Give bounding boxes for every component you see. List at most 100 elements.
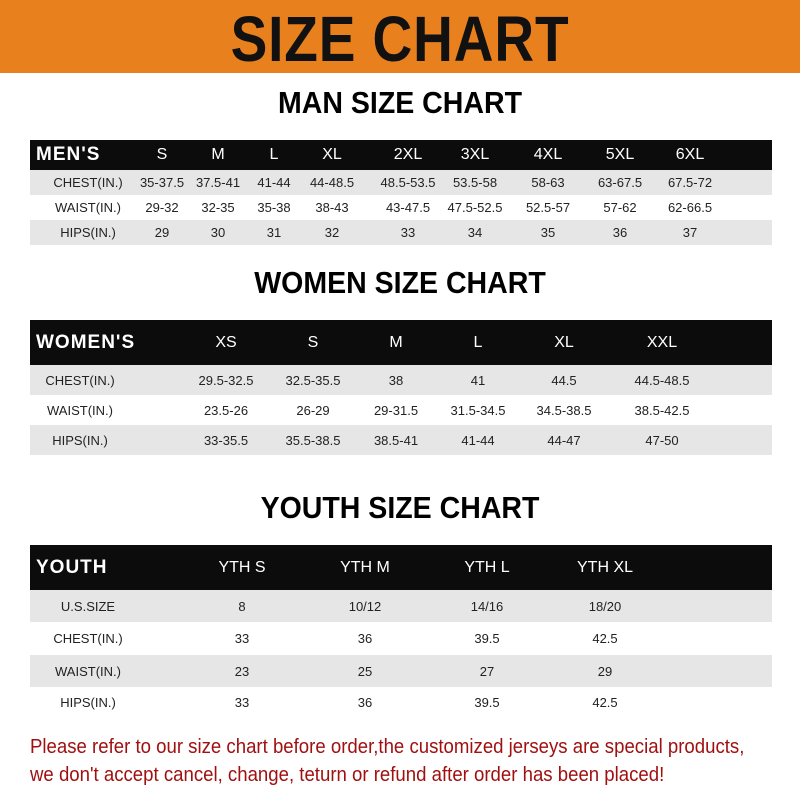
size-header: L <box>473 333 483 351</box>
table-cell: 34.5-38.5 <box>536 402 592 418</box>
table-cell: 35.5-38.5 <box>285 432 341 448</box>
table-row: CHEST(IN.) 29.5-32.5 32.5-35.5 38 41 44.5 44.5… <box>30 365 772 395</box>
table-cell: 8 <box>238 598 246 614</box>
table-cell: 36 <box>357 631 373 646</box>
size-header: 5XL <box>605 146 635 163</box>
table-cell: 58-63 <box>531 175 565 190</box>
table-cell: 25 <box>357 663 373 679</box>
size-header: 2XL <box>393 146 423 163</box>
size-header: YTH M <box>340 558 390 576</box>
size-header: M <box>389 333 403 351</box>
table-cell: 33 <box>234 695 250 710</box>
table-cell: 31 <box>266 225 282 240</box>
table-cell: 32.5-35.5 <box>285 372 341 388</box>
table-cell: 10/12 <box>348 598 382 614</box>
youth-section-title: YOUTH SIZE CHART <box>260 490 540 525</box>
table-cell: 23 <box>234 663 250 679</box>
table-cell: 42.5 <box>592 695 618 710</box>
row-label: CHEST(IN.) <box>53 631 123 646</box>
table-cell: 62-66.5 <box>667 200 713 215</box>
row-label: HIPS(IN.) <box>60 695 116 710</box>
table-row: WAIST(IN.) 23.5-26 26-29 29-31.5 31.5-34.5 34… <box>30 395 772 425</box>
table-cell: 44-48.5 <box>309 175 355 190</box>
table-cell: 48.5-53.5 <box>380 175 436 190</box>
size-notice: Please refer to our size chart before or… <box>30 733 745 789</box>
table-row: U.S.SIZE 8 10/12 14/16 18/20 <box>30 590 772 622</box>
banner-title: SIZE CHART <box>230 3 570 75</box>
size-header: S <box>307 333 319 351</box>
table-cell: 33 <box>234 631 250 646</box>
size-header: YTH S <box>218 558 266 576</box>
table-cell: 29 <box>597 663 613 679</box>
table-cell: 27 <box>479 663 495 679</box>
table-cell: 47-50 <box>645 432 679 448</box>
table-cell: 23.5-26 <box>203 402 249 418</box>
size-header: XL <box>554 333 574 351</box>
row-label: WAIST(IN.) <box>47 402 113 418</box>
row-label: HIPS(IN.) <box>52 432 108 448</box>
size-header: 6XL <box>675 146 705 163</box>
table-title-cell: WOMEN'S <box>36 331 136 353</box>
table-cell: 44.5-48.5 <box>634 372 690 388</box>
table-cell: 36 <box>357 695 373 710</box>
table-cell: 30 <box>210 225 226 240</box>
table-cell: 26-29 <box>296 402 330 418</box>
table-cell: 47.5-52.5 <box>447 200 503 215</box>
table-cell: 67.5-72 <box>667 175 713 190</box>
table-cell: 32 <box>324 225 340 240</box>
row-label: WAIST(IN.) <box>55 200 121 215</box>
table-cell: 33 <box>400 225 416 240</box>
table-row: HIPS(IN.) 29 30 31 32 33 34 35 36 37 <box>30 220 772 245</box>
size-header: L <box>269 146 279 163</box>
size-header: S <box>156 146 168 163</box>
table-cell: 38 <box>388 372 404 388</box>
table-cell: 38.5-41 <box>373 432 419 448</box>
table-cell: 37 <box>682 225 698 240</box>
banner: SIZE CHART <box>0 0 800 75</box>
table-cell: 29.5-32.5 <box>198 372 254 388</box>
table-header-row: MEN'S S M L XL 2XL 3XL 4XL 5XL 6XL <box>30 140 772 170</box>
table-cell: 38-43 <box>315 200 349 215</box>
table-row: HIPS(IN.) 33-35.5 35.5-38.5 38.5-41 41-44 44-… <box>30 425 772 455</box>
table-cell: 36 <box>612 225 628 240</box>
table-cell: 41 <box>470 372 486 388</box>
row-label: CHEST(IN.) <box>45 372 115 388</box>
table-cell: 42.5 <box>592 631 618 646</box>
row-label: U.S.SIZE <box>60 598 116 614</box>
size-header: 4XL <box>533 146 563 163</box>
table-cell: 35-37.5 <box>139 175 185 190</box>
table-cell: 43-47.5 <box>385 200 431 215</box>
row-label: WAIST(IN.) <box>55 663 121 679</box>
size-header: XL <box>322 146 342 163</box>
size-header: YTH XL <box>576 558 634 576</box>
table-row: CHEST(IN.) 35-37.5 37.5-41 41-44 44-48.5 48.5… <box>30 170 772 195</box>
table-title-cell: MEN'S <box>36 144 101 165</box>
table-cell: 44.5 <box>551 372 577 388</box>
size-header: 3XL <box>460 146 490 163</box>
table-cell: 32-35 <box>201 200 235 215</box>
table-row: WAIST(IN.) 23 25 27 29 <box>30 655 772 687</box>
table-title-cell: YOUTH <box>36 556 108 578</box>
notice-line-2: we don't accept cancel, change, teturn o… <box>30 764 665 786</box>
table-row: WAIST(IN.) 29-32 32-35 35-38 38-43 43-47.5 47.… <box>30 195 772 220</box>
table-cell: 38.5-42.5 <box>634 402 690 418</box>
table-cell: 31.5-34.5 <box>450 402 506 418</box>
table-cell: 39.5 <box>474 631 500 646</box>
table-cell: 18/20 <box>588 598 622 614</box>
table-header-row: YOUTH YTH S YTH M YTH L YTH XL <box>30 545 772 590</box>
table-cell: 29 <box>154 225 170 240</box>
table-cell: 35-38 <box>257 200 291 215</box>
notice-line-1: Please refer to our size chart before or… <box>30 736 745 758</box>
table-cell: 29-31.5 <box>373 402 419 418</box>
row-label: HIPS(IN.) <box>60 225 116 240</box>
table-cell: 41-44 <box>461 432 495 448</box>
table-cell: 33-35.5 <box>203 432 249 448</box>
table-cell: 52.5-57 <box>525 200 571 215</box>
table-cell: 63-67.5 <box>597 175 643 190</box>
table-header-row: WOMEN'S XS S M L XL XXL <box>30 320 772 365</box>
table-row: CHEST(IN.) 33 36 39.5 42.5 <box>30 622 772 655</box>
table-cell: 29-32 <box>145 200 179 215</box>
table-cell: 14/16 <box>470 598 504 614</box>
table-cell: 39.5 <box>474 695 500 710</box>
table-cell: 44-47 <box>547 432 581 448</box>
